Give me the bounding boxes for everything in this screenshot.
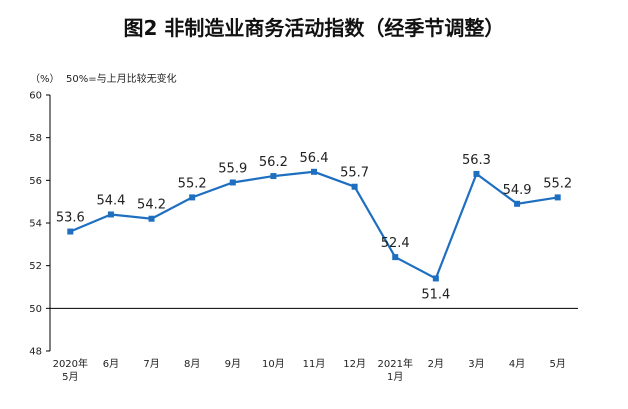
x-tick-label: 11月 [303, 358, 326, 370]
y-axis-unit: （%） [30, 74, 60, 85]
data-label: 52.4 [381, 236, 410, 251]
data-label: 56.4 [300, 151, 329, 166]
data-point [107, 211, 114, 218]
data-label: 51.4 [421, 287, 450, 302]
data-label: 54.4 [96, 193, 125, 208]
data-label: 55.9 [218, 161, 247, 176]
x-tick-label: 12月 [343, 358, 366, 370]
y-tick-label: 52 [29, 261, 42, 272]
data-label: 55.2 [543, 176, 572, 191]
data-point [311, 168, 317, 175]
data-point [189, 194, 196, 201]
y-tick-label: 56 [29, 176, 42, 187]
x-tick-label: 2021年 1月 [378, 357, 413, 383]
x-tick-label: 7月 [143, 358, 159, 370]
x-tick-label: 4月 [509, 358, 525, 370]
x-tick-label: 8月 [184, 358, 200, 370]
data-labels: 53.6 54.4 54.2 55.2 55.9 56.2 56.4 55.7 52.4 51.4… [56, 151, 572, 303]
x-tick-label: 2月 [428, 358, 444, 370]
data-point [351, 183, 358, 190]
y-tick-label: 60 [29, 91, 42, 102]
data-label: 55.2 [178, 176, 207, 191]
data-point [514, 200, 521, 207]
data-point [148, 215, 155, 222]
y-tick-label: 54 [29, 219, 42, 230]
data-point [392, 254, 399, 261]
x-tick-label: 3月 [468, 358, 484, 370]
data-point [473, 170, 480, 177]
x-tick-label: 2020年 5月 [53, 357, 88, 383]
data-points [67, 168, 561, 282]
chart-title: 图2 非制造业商务活动指数（经季节调整） [123, 16, 505, 40]
data-label: 53.6 [56, 211, 85, 226]
data-label: 56.2 [259, 155, 288, 170]
x-tick-label: 9月 [225, 358, 241, 370]
data-point [67, 228, 74, 235]
y-tick-label: 50 [29, 304, 42, 315]
data-point [270, 173, 277, 180]
data-point [229, 179, 236, 186]
data-label: 56.3 [462, 153, 491, 168]
data-point [432, 275, 439, 282]
x-tick-labels: 2020年 5月 6月 7月 8月 9月 10月 11月 12月 2021年 1月 2月 3月 4月 5月 [53, 357, 566, 383]
data-label: 54.2 [137, 198, 166, 213]
y-tick-label: 48 [29, 347, 42, 358]
y-tick-labels: 48 50 52 54 56 58 60 [29, 91, 42, 358]
x-tick-label: 5月 [550, 358, 566, 370]
data-label: 55.7 [340, 166, 369, 181]
y-tick-label: 58 [29, 133, 42, 144]
axes [46, 94, 578, 352]
series-line [69, 170, 558, 281]
data-label: 54.9 [503, 183, 532, 198]
data-point [554, 194, 561, 201]
x-tick-label: 6月 [103, 358, 119, 370]
x-tick-label: 10月 [262, 358, 285, 370]
reference-note: 50%=与上月比较无变化 [66, 74, 177, 85]
